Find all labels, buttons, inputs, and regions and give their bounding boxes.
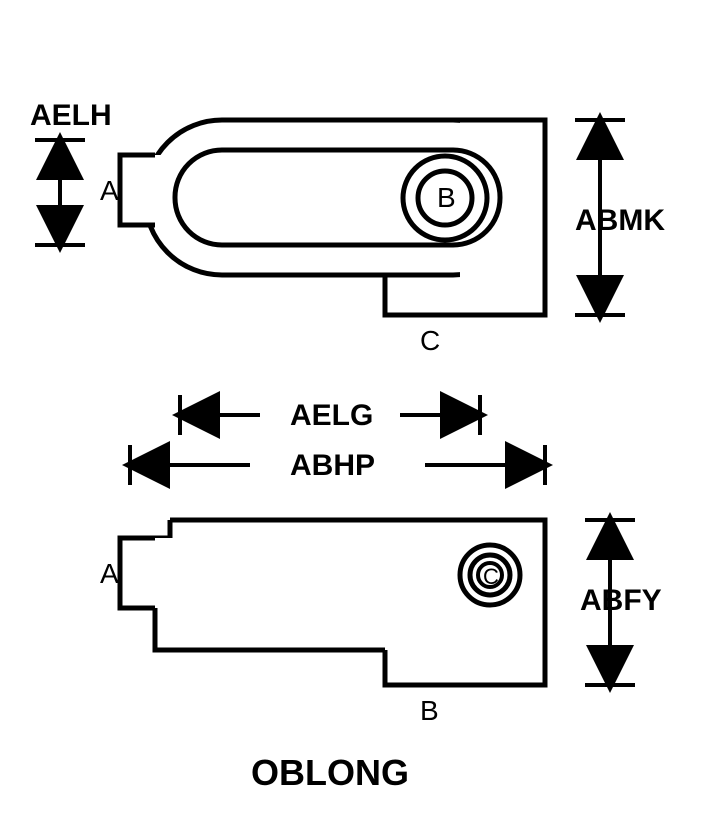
port-label-a-bottom: A: [100, 558, 119, 589]
title-label: OBLONG: [251, 752, 409, 793]
port-label-b-top: B: [437, 182, 456, 213]
dim-label-abmk: ABMK: [575, 204, 665, 237]
port-label-c-top: C: [420, 325, 440, 356]
technical-drawing: AELH ABMK A B C AELG ABHP ABFY A B C OBLONG: [0, 0, 706, 816]
port-label-b-bottom: B: [420, 695, 439, 726]
dim-label-aelg: AELG: [290, 399, 373, 432]
bottom-view: AELG ABHP ABFY A B C: [100, 395, 662, 726]
dim-label-abhp: ABHP: [290, 449, 375, 482]
dim-label-abfy: ABFY: [580, 584, 662, 617]
port-label-c-bottom: C: [483, 564, 499, 589]
dim-label-aelh: AELH: [30, 99, 112, 132]
port-label-a-top: A: [100, 175, 119, 206]
top-view: AELH ABMK A B C: [30, 99, 665, 356]
